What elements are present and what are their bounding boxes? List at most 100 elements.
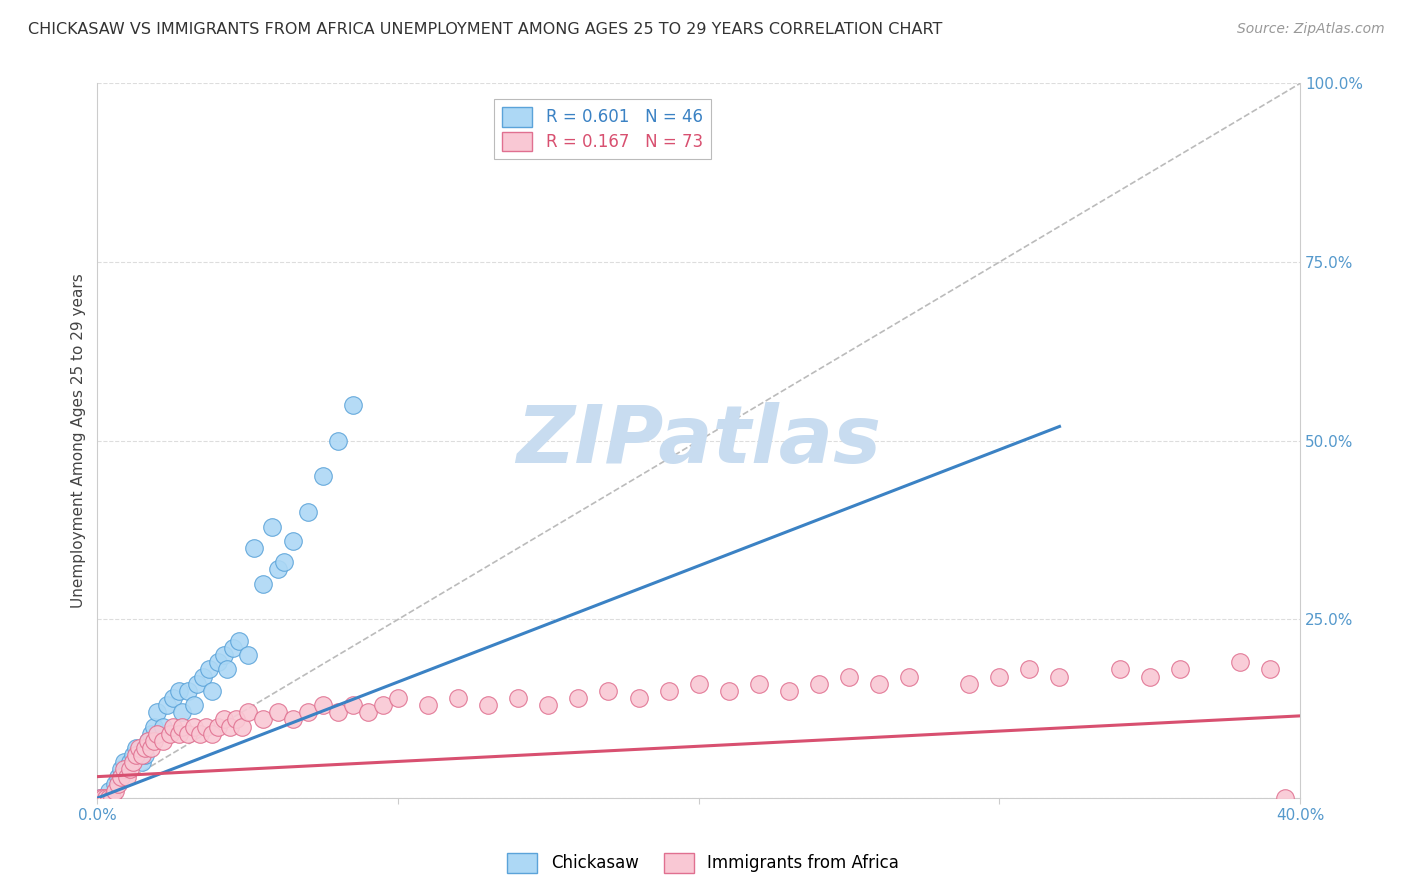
Point — [447, 691, 470, 706]
Point — [188, 727, 211, 741]
Point — [89, 791, 111, 805]
Point — [120, 763, 142, 777]
Point — [688, 677, 710, 691]
Point — [342, 398, 364, 412]
Point — [868, 677, 890, 691]
Point — [183, 698, 205, 713]
Point — [221, 640, 243, 655]
Point — [120, 756, 142, 770]
Point — [748, 677, 770, 691]
Point — [104, 777, 127, 791]
Point — [627, 691, 650, 706]
Point — [110, 770, 132, 784]
Point — [508, 691, 530, 706]
Point — [170, 706, 193, 720]
Point — [125, 748, 148, 763]
Point — [146, 706, 169, 720]
Point — [167, 727, 190, 741]
Point — [778, 684, 800, 698]
Point — [1139, 669, 1161, 683]
Point — [326, 434, 349, 448]
Point — [297, 505, 319, 519]
Point — [957, 677, 980, 691]
Point — [101, 791, 124, 805]
Point — [260, 519, 283, 533]
Point — [658, 684, 681, 698]
Point — [155, 698, 177, 713]
Point — [131, 748, 153, 763]
Point — [143, 720, 166, 734]
Point — [1258, 662, 1281, 676]
Point — [281, 713, 304, 727]
Point — [201, 727, 224, 741]
Point — [201, 684, 224, 698]
Point — [312, 698, 335, 713]
Point — [141, 741, 163, 756]
Point — [598, 684, 620, 698]
Legend: Chickasaw, Immigrants from Africa: Chickasaw, Immigrants from Africa — [501, 847, 905, 880]
Point — [242, 541, 264, 555]
Point — [186, 677, 208, 691]
Point — [267, 706, 290, 720]
Text: Source: ZipAtlas.com: Source: ZipAtlas.com — [1237, 22, 1385, 37]
Point — [134, 741, 156, 756]
Point — [107, 777, 129, 791]
Point — [117, 770, 139, 784]
Point — [112, 756, 135, 770]
Point — [297, 706, 319, 720]
Point — [207, 720, 229, 734]
Point — [176, 684, 198, 698]
Point — [122, 748, 145, 763]
Point — [215, 662, 238, 676]
Point — [98, 791, 121, 805]
Point — [125, 741, 148, 756]
Point — [138, 734, 160, 748]
Point — [281, 533, 304, 548]
Point — [141, 727, 163, 741]
Point — [231, 720, 253, 734]
Point — [162, 691, 184, 706]
Point — [212, 648, 235, 662]
Point — [134, 748, 156, 763]
Point — [416, 698, 439, 713]
Point — [387, 691, 409, 706]
Point — [252, 576, 274, 591]
Point — [371, 698, 394, 713]
Point — [477, 698, 499, 713]
Point — [717, 684, 740, 698]
Point — [112, 763, 135, 777]
Point — [1274, 791, 1296, 805]
Point — [342, 698, 364, 713]
Point — [898, 669, 921, 683]
Point — [170, 720, 193, 734]
Point — [225, 713, 247, 727]
Point — [167, 684, 190, 698]
Point — [252, 713, 274, 727]
Point — [1229, 655, 1251, 669]
Point — [96, 791, 118, 805]
Point — [107, 770, 129, 784]
Point — [1049, 669, 1071, 683]
Point — [838, 669, 860, 683]
Point — [357, 706, 380, 720]
Point — [212, 713, 235, 727]
Point — [159, 727, 181, 741]
Point — [128, 741, 150, 756]
Point — [267, 562, 290, 576]
Point — [117, 763, 139, 777]
Point — [567, 691, 589, 706]
Point — [131, 756, 153, 770]
Point — [197, 662, 219, 676]
Point — [93, 791, 115, 805]
Point — [152, 734, 174, 748]
Point — [122, 756, 145, 770]
Point — [218, 720, 240, 734]
Point — [191, 669, 214, 683]
Point — [326, 706, 349, 720]
Point — [236, 648, 259, 662]
Point — [93, 791, 115, 805]
Point — [110, 763, 132, 777]
Point — [1108, 662, 1130, 676]
Point — [96, 791, 118, 805]
Point — [183, 720, 205, 734]
